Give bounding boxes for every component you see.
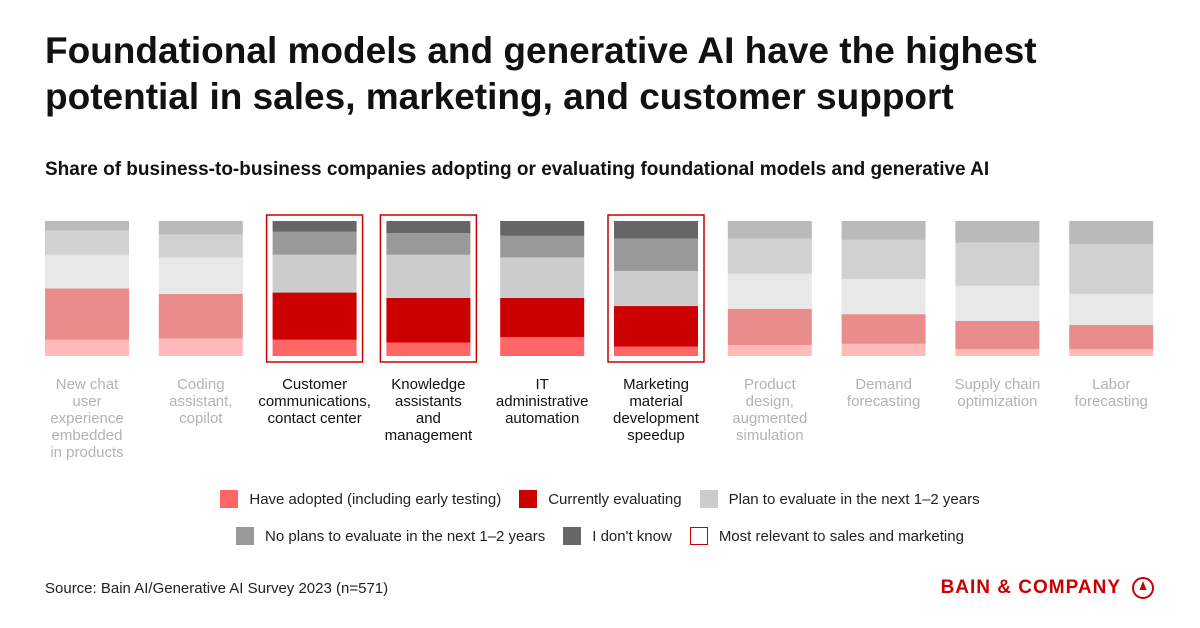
bar-knowledge-plan <box>386 254 471 298</box>
bar-customer-evaluating <box>272 292 357 340</box>
bar-supply-chain-no_plans <box>955 242 1040 286</box>
legend-swatch-dont-know <box>563 527 582 545</box>
bar-labor-dont_know <box>1069 221 1154 244</box>
bar-knowledge-dont_know <box>386 221 471 234</box>
brand-name: BAIN & COMPANY <box>940 577 1121 598</box>
category-label-knowledge: Knowledge assistants and management <box>384 376 473 444</box>
bar-marketing-plan <box>614 270 698 307</box>
bar-new-chat-plan <box>45 254 129 289</box>
bar-supply-chain-dont_know <box>955 221 1040 243</box>
category-label-product: Product design, augmented simulation <box>732 376 808 444</box>
legend-swatch-plan <box>699 490 718 508</box>
legend-item-evaluating: Currently evaluating <box>519 490 682 508</box>
bar-labor-no_plans <box>1069 243 1154 294</box>
bar-it-dont_know <box>500 221 585 236</box>
bar-customer-no_plans <box>272 231 357 255</box>
bar-product-adopted <box>727 345 812 356</box>
bar-coding-no_plans <box>158 234 243 258</box>
legend-label-dont-know: I don't know <box>592 527 672 545</box>
bar-supply-chain-plan <box>955 285 1040 321</box>
bar-demand-no_plans <box>841 239 926 280</box>
bar-labor-evaluating <box>1069 324 1154 350</box>
source-note: Source: Bain AI/Generative AI Survey 202… <box>45 580 389 597</box>
bar-it-no_plans <box>500 235 585 258</box>
bar-supply-chain-adopted <box>955 349 1040 356</box>
page-title: Foundational models and generative AI ha… <box>45 30 1037 117</box>
legend-label-no-plans: No plans to evaluate in the next 1–2 yea… <box>265 527 546 545</box>
bar-marketing-evaluating <box>614 306 698 347</box>
legend-label-evaluating: Currently evaluating <box>548 490 682 508</box>
category-label-customer: Customer communications, contact center <box>258 376 371 427</box>
compass-icon <box>1132 577 1154 599</box>
bar-customer-adopted <box>272 339 357 356</box>
stacked-bar-chart <box>45 214 1154 363</box>
bar-demand-evaluating <box>841 314 926 344</box>
legend-item-no-plans: No plans to evaluate in the next 1–2 yea… <box>236 527 545 545</box>
highlight-box-knowledge <box>379 214 478 363</box>
category-label-labor: Labor forecasting <box>1074 376 1148 410</box>
bar-it-plan <box>500 257 585 298</box>
bar-knowledge-adopted <box>386 342 471 356</box>
bar-coding-evaluating <box>158 293 243 339</box>
legend-row-2: No plans to evaluate in the next 1–2 yea… <box>0 527 1200 545</box>
bar-product-no_plans <box>727 238 812 274</box>
bar-marketing-adopted <box>614 346 698 356</box>
bar-labor-plan <box>1069 293 1154 325</box>
bar-coding-adopted <box>158 338 243 356</box>
legend-item-adopted: Have adopted (including early testing) <box>220 490 501 508</box>
legend-swatch-no-plans <box>236 527 255 545</box>
bar-marketing-no_plans <box>614 238 698 271</box>
legend-item-highlight: Most relevant to sales and marketing <box>689 527 964 545</box>
category-label-marketing: Marketing material development speedup <box>613 376 699 444</box>
legend-row-1: Have adopted (including early testing) C… <box>0 490 1200 508</box>
bar-knowledge-evaluating <box>386 297 471 343</box>
bar-new-chat-no_plans <box>45 230 129 255</box>
legend-item-plan: Plan to evaluate in the next 1–2 years <box>699 490 980 508</box>
bar-product-evaluating <box>727 308 812 346</box>
bar-demand-plan <box>841 279 926 315</box>
highlight-box-customer <box>265 214 364 363</box>
bar-customer-dont_know <box>272 221 357 232</box>
bar-coding-plan <box>158 257 243 294</box>
bar-new-chat-dont_know <box>45 221 129 231</box>
bar-it-adopted <box>500 337 585 356</box>
legend-item-dont-know: I don't know <box>563 527 672 545</box>
bar-supply-chain-evaluating <box>955 320 1040 350</box>
legend-swatch-adopted <box>220 490 239 508</box>
bar-it-evaluating <box>500 297 585 338</box>
bar-new-chat-adopted <box>45 339 129 356</box>
brand-logo: BAIN & COMPANY <box>941 576 1155 600</box>
bar-coding-dont_know <box>158 221 243 235</box>
category-label-coding: Coding assistant, copilot <box>169 376 233 427</box>
bar-demand-adopted <box>841 343 926 356</box>
bar-product-plan <box>727 273 812 309</box>
bar-knowledge-no_plans <box>386 233 471 255</box>
bar-new-chat-evaluating <box>45 288 129 340</box>
legend-label-plan: Plan to evaluate in the next 1–2 years <box>728 490 980 508</box>
legend-swatch-evaluating <box>519 490 538 508</box>
bar-product-dont_know <box>727 221 812 239</box>
chart-title: Share of business-to-business companies … <box>45 159 990 180</box>
legend-label-adopted: Have adopted (including early testing) <box>249 490 502 508</box>
legend-label-highlight: Most relevant to sales and marketing <box>718 527 964 545</box>
highlight-box-marketing <box>607 214 705 363</box>
legend-swatch-highlight <box>689 527 708 545</box>
category-label-demand: Demand forecasting <box>846 376 921 410</box>
bar-demand-dont_know <box>841 221 926 240</box>
bar-labor-adopted <box>1069 349 1154 356</box>
category-label-it: IT administrative automation <box>495 376 589 427</box>
bar-marketing-dont_know <box>614 221 698 239</box>
category-label-new-chat: New chat user experience embedded in pro… <box>50 376 124 461</box>
category-label-supply-chain: Supply chain optimization <box>954 376 1041 410</box>
bar-customer-plan <box>272 254 357 293</box>
